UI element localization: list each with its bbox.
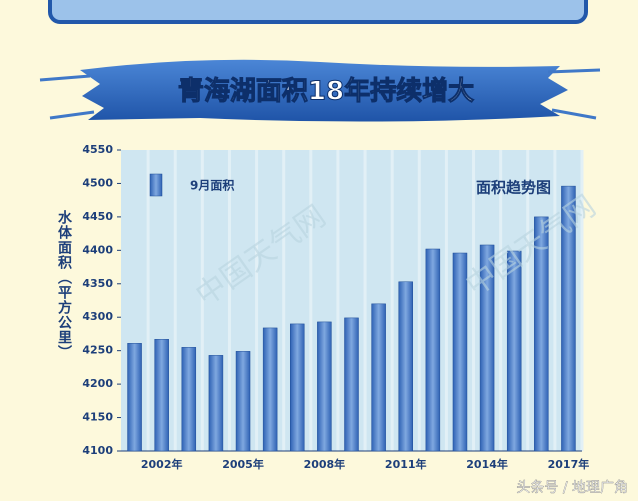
y-tick-label: 4400 [82, 243, 113, 256]
x-tick-label: 2005年 [222, 457, 264, 471]
legend-label: 9月面积 [190, 178, 234, 193]
title-brush [80, 59, 568, 122]
x-tick-label: 2011年 [385, 457, 427, 471]
bar [127, 343, 142, 452]
y-tick-label: 4300 [82, 310, 113, 323]
bar [506, 250, 522, 452]
x-tick-label: 2002年 [141, 457, 183, 471]
y-tick-label: 4550 [82, 143, 113, 156]
bar [425, 248, 441, 452]
legend-swatch [149, 173, 163, 197]
y-tick-label: 4150 [82, 411, 113, 424]
x-tick-label: 2008年 [304, 457, 346, 471]
bar [235, 351, 251, 452]
bar [262, 327, 278, 452]
bar [561, 185, 576, 452]
bar [181, 347, 197, 452]
y-tick-label: 4250 [82, 344, 113, 357]
bar [290, 323, 305, 452]
y-tick-label: 4200 [82, 377, 113, 390]
y-tick-label: 4100 [82, 444, 113, 457]
bar [479, 244, 495, 452]
brush-strokes [39, 68, 601, 120]
bar [208, 355, 224, 452]
bar [154, 339, 169, 452]
bar [317, 321, 332, 452]
top-banner [48, 0, 588, 24]
y-tick-label: 4350 [82, 277, 113, 290]
annotation: 面积趋势图 [476, 179, 551, 197]
y-tick-label: 4450 [82, 210, 113, 223]
bar [534, 216, 549, 452]
bar [344, 317, 359, 452]
y-tick-label: 4500 [82, 176, 113, 189]
bar [398, 281, 413, 452]
x-tick-label: 2017年 [548, 457, 590, 471]
x-tick-label: 2014年 [466, 457, 508, 471]
bar [371, 303, 386, 452]
chart-title: 青海湖面积18年持续增大 [178, 76, 474, 107]
y-axis-label: 水体面积（平方公里） [56, 210, 72, 360]
bar [452, 252, 468, 452]
credit: 头条号 / 地理广角 [516, 479, 628, 496]
